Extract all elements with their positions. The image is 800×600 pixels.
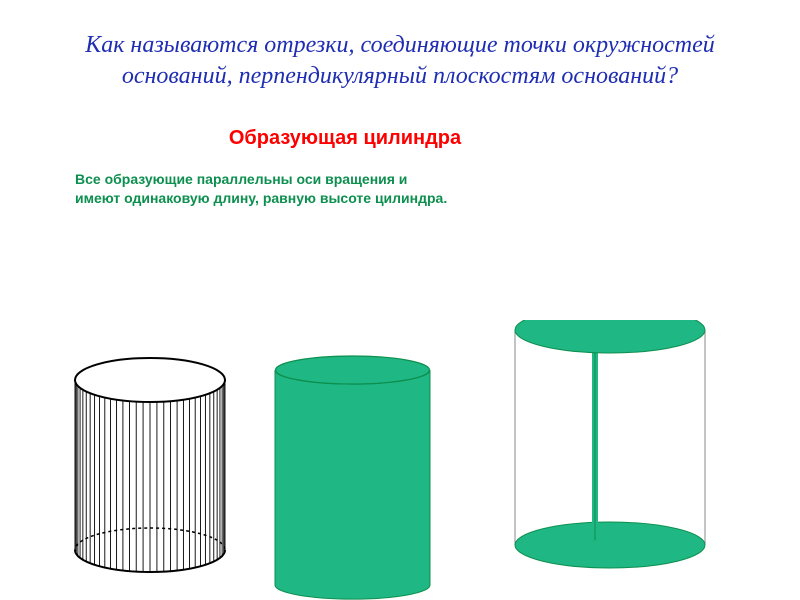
slide-title: Как называются отрезки, соединяющие точк… xyxy=(0,0,800,102)
description-text: Все образующие параллельны оси вращения … xyxy=(75,171,447,205)
slide-subtitle: Образующая цилиндра xyxy=(0,127,800,150)
title-text: Как называются отрезки, соединяющие точк… xyxy=(85,32,714,89)
ellipse-generator-cylinder xyxy=(515,320,705,568)
wireframe-cylinder xyxy=(75,358,225,572)
figures-area xyxy=(0,320,800,600)
subtitle-text: Образующая цилиндра xyxy=(229,127,461,149)
slide-description: Все образующие параллельны оси вращения … xyxy=(0,170,800,206)
solid-cylinder xyxy=(275,356,430,599)
